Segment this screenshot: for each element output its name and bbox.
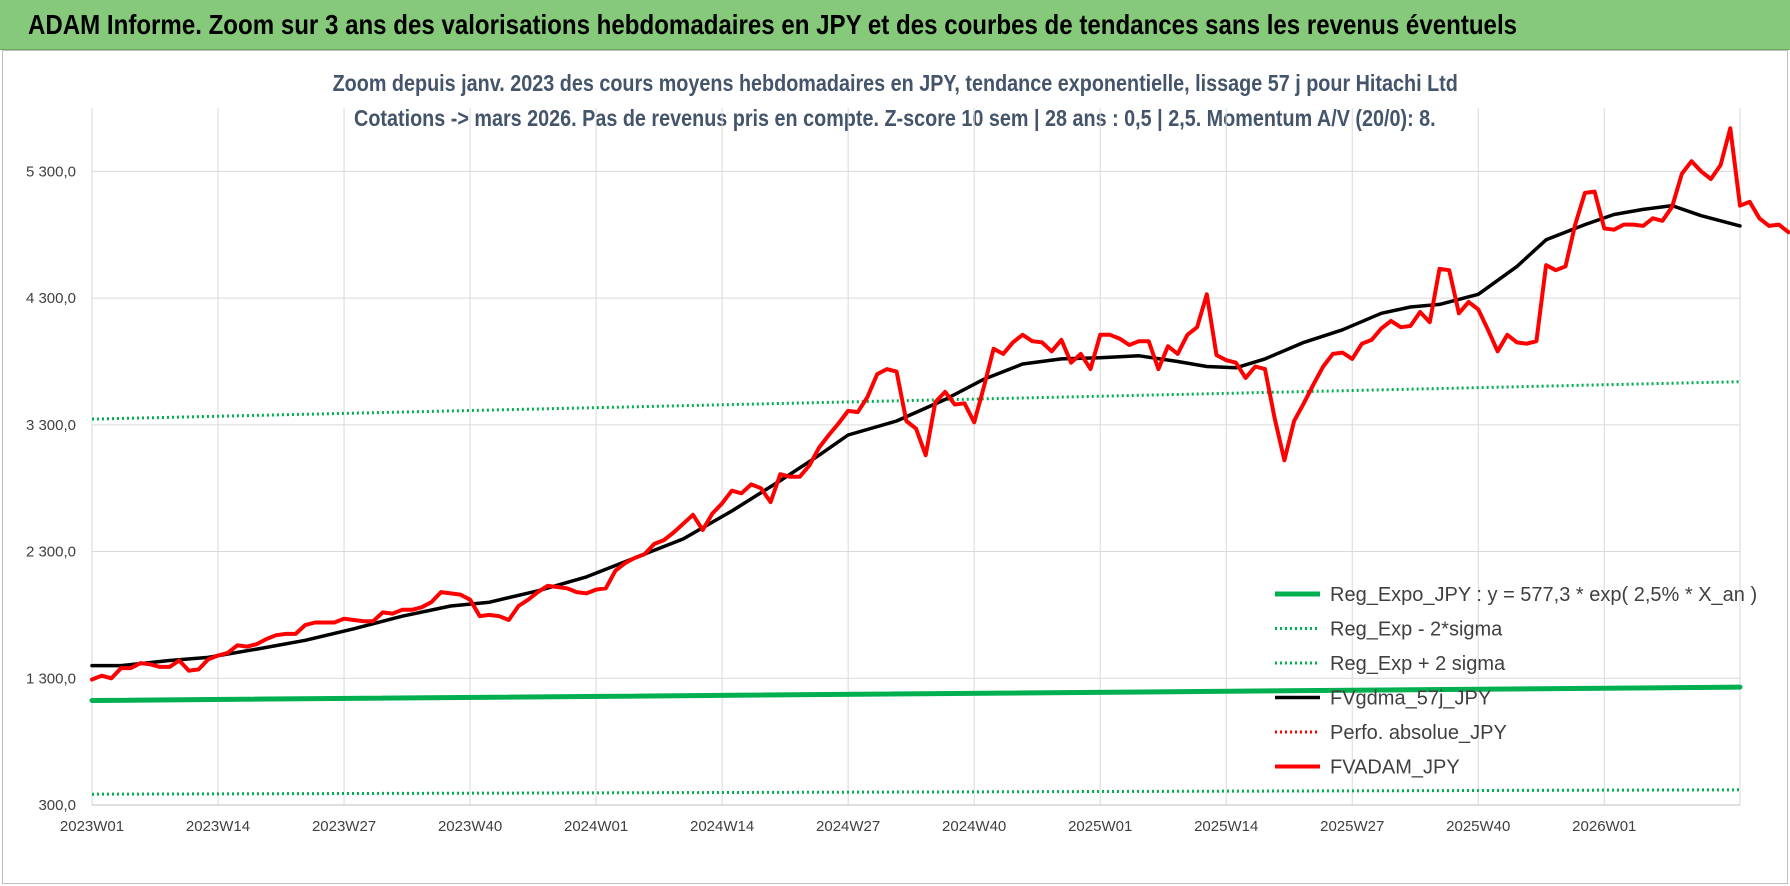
series-line-1 [91, 788, 1741, 796]
x-tick-label: 2024W27 [816, 818, 880, 835]
series-line-5 [90, 126, 1790, 682]
x-tick-label: 2025W27 [1320, 818, 1384, 835]
chart-title-line-2-text: Cotations -> mars 2026. Pas de revenus p… [354, 105, 1436, 131]
x-tick-label: 2024W40 [942, 818, 1006, 835]
y-tick-label: 2 300,0 [26, 544, 76, 561]
report-banner: ADAM Informe. Zoom sur 3 ans des valoris… [0, 0, 1790, 50]
legend-label-1: Reg_Exp - 2*sigma [1330, 619, 1503, 641]
y-tick-label: 4 300,0 [26, 290, 76, 307]
x-tick-label: 2023W01 [60, 818, 124, 835]
legend-label-2: Reg_Exp + 2 sigma [1330, 653, 1506, 675]
legend-label-3: FVgdma_57j_JPY [1330, 688, 1491, 710]
y-tick-label: 3 300,0 [26, 417, 76, 434]
chart-legend: Reg_Expo_JPY : y = 577,3 * exp( 2,5% * X… [1275, 584, 1757, 779]
chart-title-line-2: Cotations -> mars 2026. Pas de revenus p… [0, 105, 1790, 132]
y-tick-label: 300,0 [38, 797, 76, 814]
x-tick-label: 2025W40 [1446, 818, 1510, 835]
series-line-0 [89, 684, 1743, 703]
x-tick-label: 2024W01 [564, 818, 628, 835]
report-banner-title: ADAM Informe. Zoom sur 3 ans des valoris… [28, 8, 1518, 40]
series-line-3 [90, 203, 1742, 668]
x-tick-label: 2024W14 [690, 818, 754, 835]
x-tick-label: 2025W01 [1068, 818, 1132, 835]
chart-frame [2, 50, 1788, 884]
legend-label-4: Perfo. absolue_JPY [1330, 722, 1507, 744]
x-axis-ticks: 2023W01 2023W14 2023W27 2023W40 2024W01 2024W… [60, 818, 1637, 835]
x-tick-label: 2025W14 [1194, 818, 1258, 835]
legend-label-5: FVADAM_JPY [1330, 757, 1460, 779]
y-axis-ticks: 300,0 1 300,0 2 300,0 3 300,0 4 300,0 5 300,0 [26, 163, 76, 814]
legend-label-0: Reg_Expo_JPY : y = 577,3 * exp( 2,5% * X… [1330, 584, 1757, 606]
x-tick-label: 2023W14 [186, 818, 250, 835]
chart-title-line-1: Zoom depuis janv. 2023 des cours moyens … [0, 70, 1790, 97]
x-tick-label: 2026W01 [1572, 818, 1636, 835]
x-tick-label: 2023W40 [438, 818, 502, 835]
chart-title-line-1-text: Zoom depuis janv. 2023 des cours moyens … [332, 70, 1458, 96]
x-tick-label: 2023W27 [312, 818, 376, 835]
series-lines [89, 126, 1790, 796]
y-tick-label: 5 300,0 [26, 163, 76, 180]
y-tick-label: 1 300,0 [26, 670, 76, 687]
